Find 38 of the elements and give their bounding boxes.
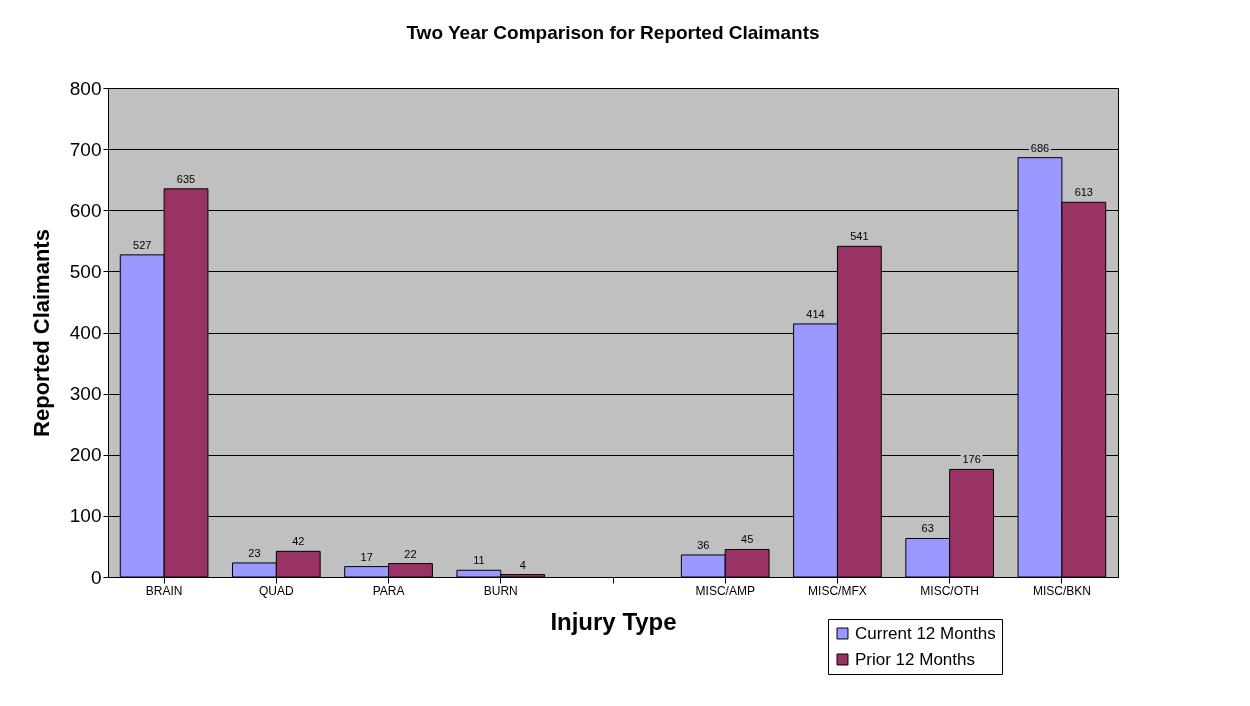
data-label: 22 <box>404 547 417 560</box>
y-tick-label: 100 <box>69 505 102 527</box>
x-tick-label: MISC/OTH <box>920 583 979 598</box>
data-label: 613 <box>1074 186 1093 199</box>
x-tick-label: MISC/MFX <box>808 583 867 598</box>
data-label: 541 <box>850 230 869 243</box>
y-tick-label: 800 <box>69 77 102 99</box>
data-label: 11 <box>473 554 485 567</box>
y-tick-label: 600 <box>69 199 102 221</box>
y-tick-label: 400 <box>69 322 102 343</box>
y-tick-label: 200 <box>69 444 102 466</box>
data-label: 414 <box>806 307 825 320</box>
x-tick-label: MISC/AMP <box>695 583 755 598</box>
x-tick-label: QUAD <box>259 583 294 598</box>
data-label: 686 <box>1030 141 1050 154</box>
y-tick-label: 500 <box>69 260 102 282</box>
y-axis-title: Reported Claimants <box>28 229 54 437</box>
y-tick-label: 700 <box>69 138 102 160</box>
x-tick-label: MISC/BKN <box>1032 583 1091 598</box>
y-tick-label: 0 <box>90 566 102 588</box>
data-label: 17 <box>360 550 373 563</box>
x-tick-label: BURN <box>483 583 518 598</box>
data-label: 42 <box>292 535 305 548</box>
chart-title: Two Year Comparison for Reported Claimants <box>406 22 820 43</box>
x-tick-label: BRAIN <box>145 583 183 598</box>
data-label: 23 <box>248 546 261 559</box>
data-label: 527 <box>133 238 152 251</box>
x-tick-label: PARA <box>372 583 405 598</box>
data-label: 4 <box>519 558 526 571</box>
data-label: 63 <box>921 522 934 535</box>
x-axis-title: Injury Type <box>550 607 677 635</box>
data-label: 36 <box>697 538 710 551</box>
data-label: 635 <box>176 172 196 185</box>
data-label: 45 <box>741 533 754 546</box>
legend-label: Current 12 Months <box>855 623 996 643</box>
legend-label: Prior 12 Months <box>855 649 975 669</box>
y-tick-label: 300 <box>69 383 102 405</box>
data-label: 176 <box>962 453 981 466</box>
